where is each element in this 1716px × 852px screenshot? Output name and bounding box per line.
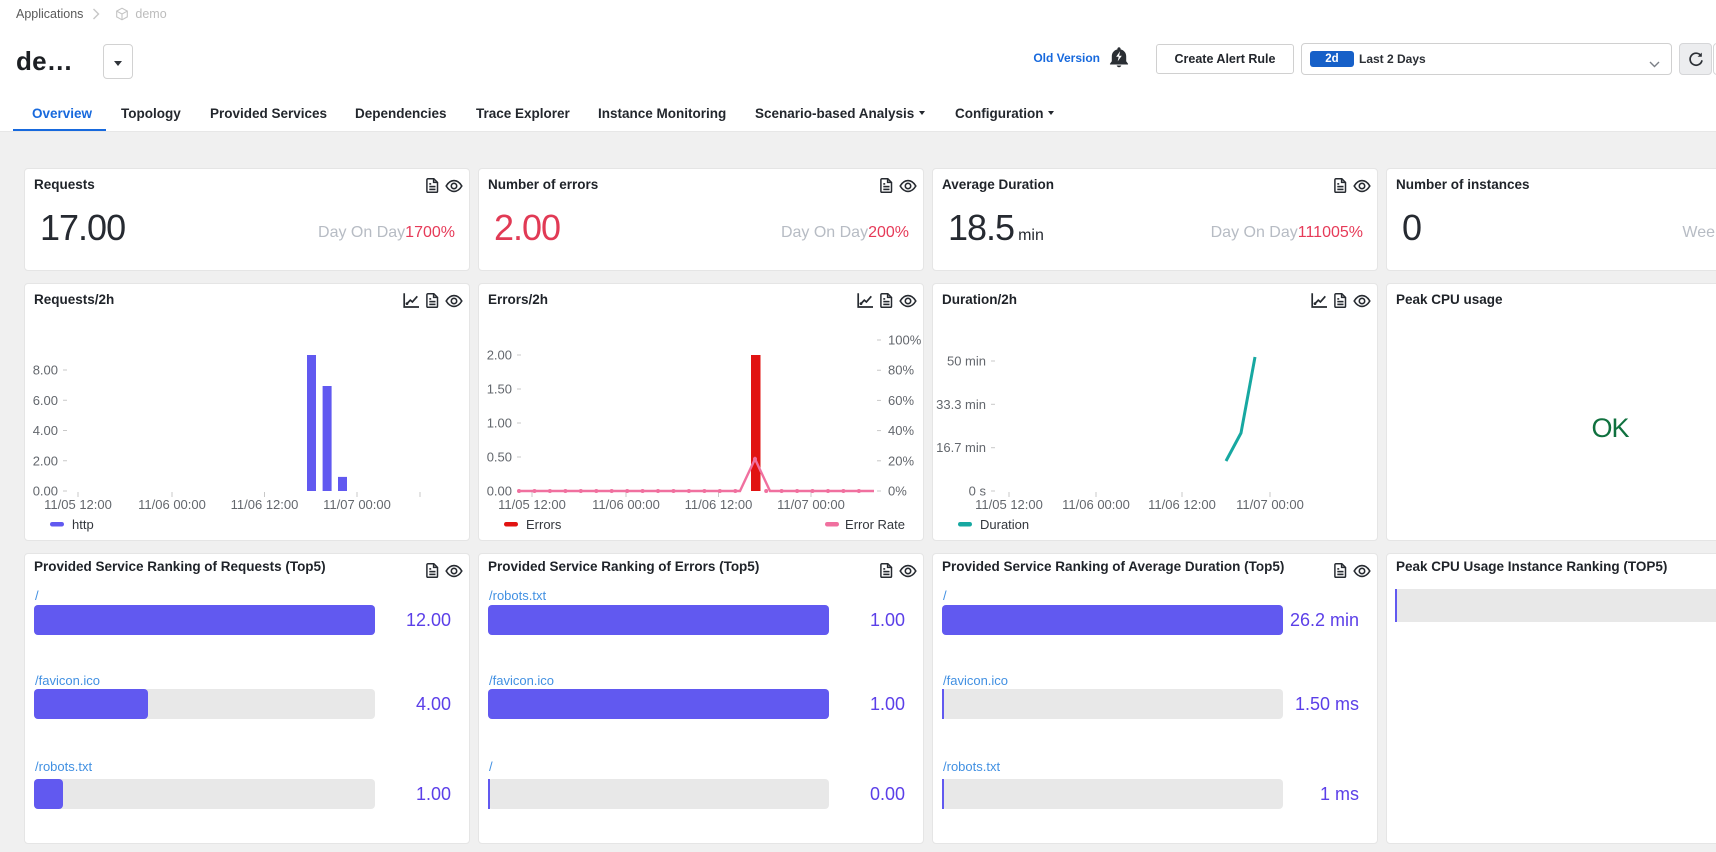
svg-text:80%: 80% bbox=[888, 363, 914, 378]
svg-text:11/06 00:00: 11/06 00:00 bbox=[592, 497, 660, 512]
svg-text:11/06 12:00: 11/06 12:00 bbox=[231, 497, 299, 512]
svg-text:0.50: 0.50 bbox=[487, 450, 512, 465]
svg-text:0.00: 0.00 bbox=[487, 484, 512, 499]
svg-text:Error Rate: Error Rate bbox=[845, 517, 905, 532]
svg-text:0.00: 0.00 bbox=[33, 484, 58, 499]
svg-text:11/06 12:00: 11/06 12:00 bbox=[1148, 497, 1216, 512]
svg-text:1.50: 1.50 bbox=[487, 382, 512, 397]
svg-text:11/07 00:00: 11/07 00:00 bbox=[323, 497, 391, 512]
svg-text:11/05 12:00: 11/05 12:00 bbox=[975, 497, 1043, 512]
svg-text:11/06 00:00: 11/06 00:00 bbox=[138, 497, 206, 512]
svg-text:0%: 0% bbox=[888, 484, 907, 499]
svg-text:11/07 00:00: 11/07 00:00 bbox=[777, 497, 845, 512]
svg-text:100%: 100% bbox=[888, 333, 922, 348]
svg-text:60%: 60% bbox=[888, 393, 914, 408]
svg-text:0 s: 0 s bbox=[969, 484, 987, 499]
svg-text:11/05 12:00: 11/05 12:00 bbox=[44, 497, 112, 512]
svg-text:20%: 20% bbox=[888, 453, 914, 468]
svg-text:http: http bbox=[72, 517, 94, 532]
svg-text:2.00: 2.00 bbox=[33, 453, 58, 468]
svg-text:40%: 40% bbox=[888, 423, 914, 438]
svg-text:11/05 12:00: 11/05 12:00 bbox=[498, 497, 566, 512]
svg-text:33.3 min: 33.3 min bbox=[936, 397, 986, 412]
svg-text:Duration: Duration bbox=[980, 517, 1029, 532]
svg-text:6.00: 6.00 bbox=[33, 393, 58, 408]
svg-text:1.00: 1.00 bbox=[487, 416, 512, 431]
svg-text:2.00: 2.00 bbox=[487, 348, 512, 363]
svg-text:8.00: 8.00 bbox=[33, 363, 58, 378]
svg-text:11/07 00:00: 11/07 00:00 bbox=[1236, 497, 1304, 512]
svg-text:16.7 min: 16.7 min bbox=[936, 440, 986, 455]
svg-text:4.00: 4.00 bbox=[33, 423, 58, 438]
svg-text:Errors: Errors bbox=[526, 517, 562, 532]
svg-text:11/06 00:00: 11/06 00:00 bbox=[1062, 497, 1130, 512]
svg-text:50 min: 50 min bbox=[947, 354, 986, 369]
svg-text:11/06 12:00: 11/06 12:00 bbox=[685, 497, 753, 512]
